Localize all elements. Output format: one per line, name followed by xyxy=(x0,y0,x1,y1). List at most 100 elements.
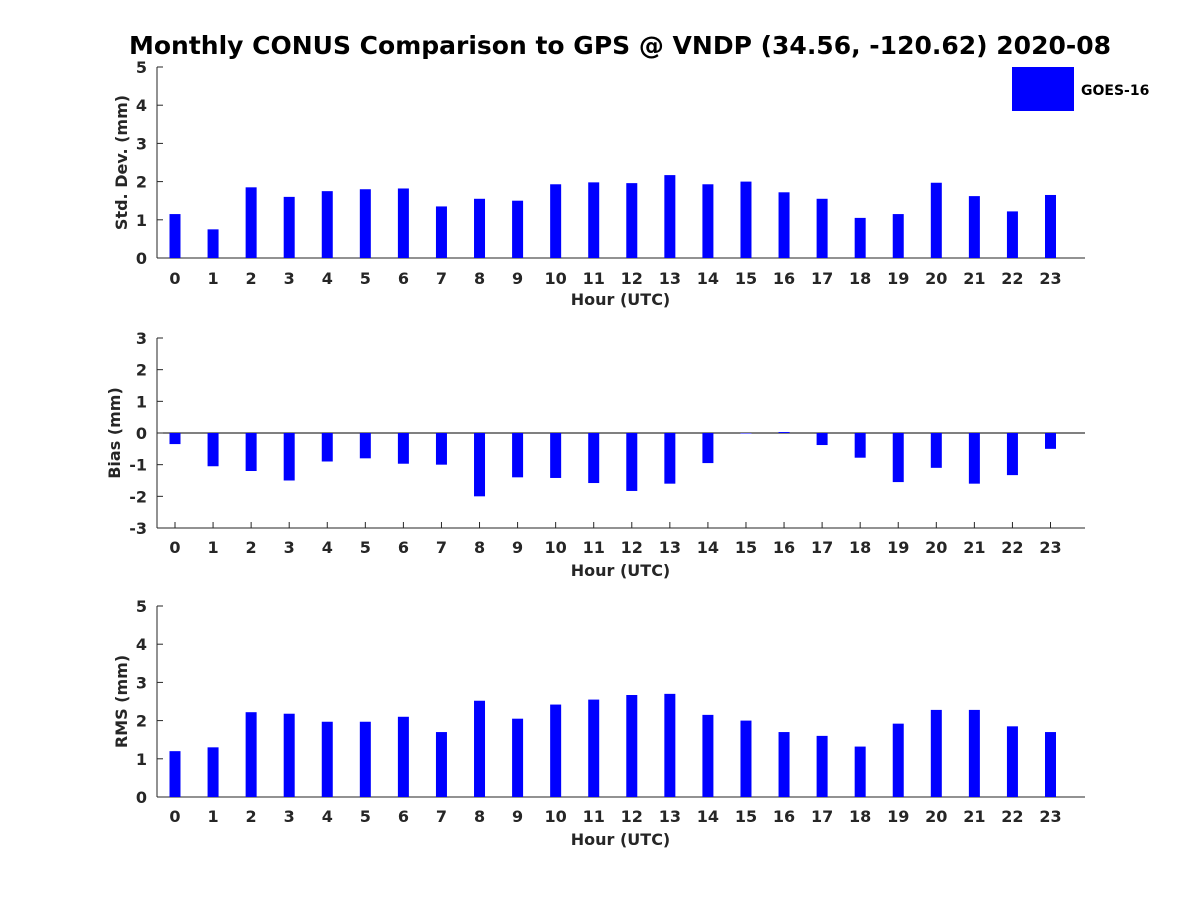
bar-rms-hour-16 xyxy=(778,732,790,797)
bar-std-hour-21 xyxy=(968,196,980,258)
y-tick-label-rms: 4 xyxy=(136,635,147,654)
x-tick-label-bias: 21 xyxy=(963,538,985,557)
bar-rms-hour-10 xyxy=(550,704,562,797)
bar-std-hour-14 xyxy=(702,184,714,258)
bar-std-hour-17 xyxy=(816,198,828,258)
x-tick-label-bias: 5 xyxy=(360,538,371,557)
bar-rms-hour-2 xyxy=(245,712,257,797)
y-tick-label-bias: -1 xyxy=(129,456,147,475)
bar-bias-hour-14 xyxy=(702,433,714,464)
bar-std-hour-13 xyxy=(664,175,676,258)
y-tick-label-std: 5 xyxy=(136,58,147,77)
x-tick-label-rms: 1 xyxy=(207,807,218,826)
y-axis-label-bias: Bias (mm) xyxy=(105,387,124,479)
y-tick-label-std: 0 xyxy=(136,249,147,268)
x-tick-label-bias: 23 xyxy=(1039,538,1061,557)
bar-bias-hour-22 xyxy=(1006,433,1018,476)
x-tick-label-rms: 17 xyxy=(811,807,833,826)
bar-rms-hour-14 xyxy=(702,714,714,797)
y-tick-label-bias: 3 xyxy=(136,329,147,348)
x-tick-label-std: 4 xyxy=(322,269,333,288)
x-axis-label-std: Hour (UTC) xyxy=(571,290,671,309)
x-tick-label-std: 17 xyxy=(811,269,833,288)
bar-rms-hour-23 xyxy=(1045,732,1056,797)
x-tick-label-std: 6 xyxy=(398,269,409,288)
bar-bias-hour-1 xyxy=(207,433,219,467)
chart-title: Monthly CONUS Comparison to GPS @ VNDP (… xyxy=(129,31,1111,60)
x-tick-label-bias: 19 xyxy=(887,538,909,557)
bar-rms-hour-18 xyxy=(854,746,866,797)
bar-bias-hour-23 xyxy=(1045,433,1056,449)
x-tick-label-rms: 19 xyxy=(887,807,909,826)
bar-std-hour-19 xyxy=(892,214,904,258)
x-tick-label-rms: 18 xyxy=(849,807,871,826)
y-axis-label-rms: RMS (mm) xyxy=(112,655,131,748)
x-tick-label-bias: 15 xyxy=(735,538,757,557)
bar-bias-hour-19 xyxy=(892,433,904,483)
x-tick-label-bias: 16 xyxy=(773,538,795,557)
x-tick-label-rms: 13 xyxy=(659,807,681,826)
bar-std-hour-10 xyxy=(550,184,562,258)
x-tick-label-std: 13 xyxy=(659,269,681,288)
x-tick-label-std: 1 xyxy=(207,269,218,288)
x-tick-label-std: 12 xyxy=(621,269,643,288)
bar-std-hour-6 xyxy=(397,188,409,258)
x-tick-label-bias: 0 xyxy=(169,538,180,557)
x-tick-label-rms: 10 xyxy=(545,807,567,826)
x-tick-label-rms: 5 xyxy=(360,807,371,826)
bar-bias-hour-20 xyxy=(930,433,942,468)
x-tick-label-bias: 3 xyxy=(284,538,295,557)
x-tick-label-bias: 4 xyxy=(322,538,333,557)
x-tick-label-std: 8 xyxy=(474,269,485,288)
y-axis-label-std: Std. Dev. (mm) xyxy=(112,95,131,230)
x-tick-label-rms: 22 xyxy=(1001,807,1023,826)
bar-rms-hour-19 xyxy=(892,723,904,797)
bar-bias-hour-16 xyxy=(778,432,790,433)
bar-bias-hour-15 xyxy=(740,433,752,434)
bar-rms-hour-20 xyxy=(930,709,942,797)
bar-std-hour-0 xyxy=(169,214,181,258)
bar-rms-hour-22 xyxy=(1006,726,1018,797)
x-tick-label-bias: 18 xyxy=(849,538,871,557)
y-tick-label-std: 2 xyxy=(136,173,147,192)
x-tick-label-std: 5 xyxy=(360,269,371,288)
x-tick-label-rms: 20 xyxy=(925,807,947,826)
x-tick-label-rms: 14 xyxy=(697,807,719,826)
bar-std-hour-5 xyxy=(359,189,371,258)
x-tick-label-std: 3 xyxy=(284,269,295,288)
x-tick-label-rms: 3 xyxy=(284,807,295,826)
bar-rms-hour-21 xyxy=(968,709,980,797)
x-tick-label-std: 7 xyxy=(436,269,447,288)
bar-rms-hour-9 xyxy=(512,718,524,797)
bar-rms-hour-7 xyxy=(435,732,447,797)
bar-rms-hour-17 xyxy=(816,735,828,797)
bar-std-hour-3 xyxy=(283,196,295,258)
x-tick-label-std: 16 xyxy=(773,269,795,288)
x-tick-label-bias: 2 xyxy=(246,538,257,557)
x-tick-label-bias: 13 xyxy=(659,538,681,557)
bar-bias-hour-11 xyxy=(588,433,600,484)
y-tick-label-rms: 0 xyxy=(136,788,147,807)
y-tick-label-bias: -2 xyxy=(129,487,147,506)
legend: GOES-16 xyxy=(1012,67,1149,111)
bar-bias-hour-12 xyxy=(626,433,638,491)
bar-bias-hour-17 xyxy=(816,433,828,446)
x-tick-label-bias: 17 xyxy=(811,538,833,557)
x-tick-label-std: 18 xyxy=(849,269,871,288)
bar-std-hour-8 xyxy=(474,198,486,258)
y-tick-label-bias: 2 xyxy=(136,361,147,380)
bar-std-hour-23 xyxy=(1045,194,1056,258)
bar-std-hour-12 xyxy=(626,183,638,258)
y-tick-label-bias: 1 xyxy=(136,392,147,411)
bar-bias-hour-7 xyxy=(435,433,447,465)
bar-std-hour-7 xyxy=(435,206,447,258)
bar-bias-hour-13 xyxy=(664,433,676,484)
x-tick-label-bias: 8 xyxy=(474,538,485,557)
bar-bias-hour-21 xyxy=(968,433,980,484)
bar-std-hour-4 xyxy=(321,191,333,258)
x-tick-label-rms: 6 xyxy=(398,807,409,826)
y-tick-label-rms: 1 xyxy=(136,750,147,769)
x-tick-label-rms: 0 xyxy=(169,807,180,826)
